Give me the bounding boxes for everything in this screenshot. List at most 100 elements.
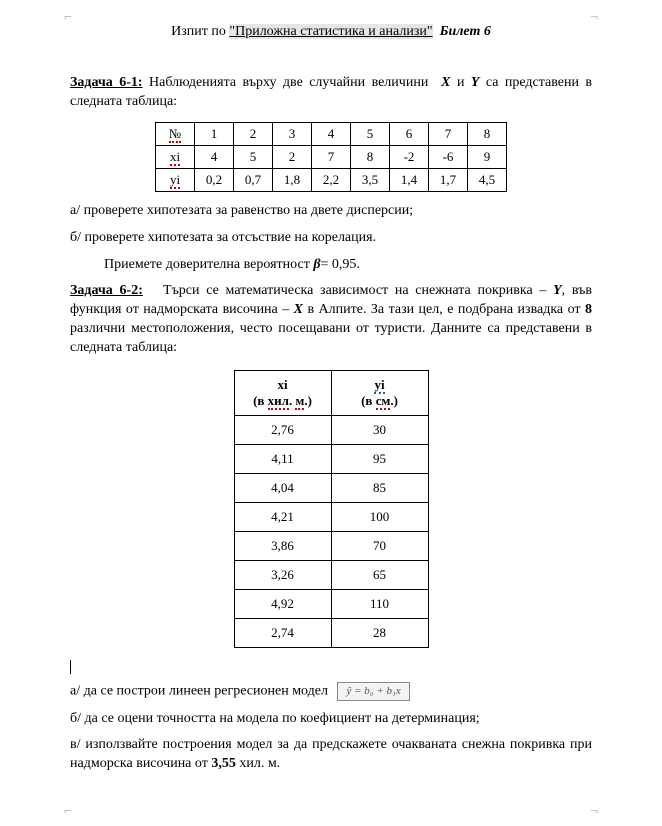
table-cell: 1,8 (273, 168, 312, 191)
table-cell: 2 (273, 145, 312, 168)
task2-X: X (294, 302, 303, 317)
table-cell: 3 (273, 122, 312, 145)
task1-b: б/ проверете хипотезата за отсъствие на … (70, 229, 592, 248)
crop-mark-bottom-left: ⌐ (64, 804, 72, 820)
table-row: yi 0,2 0,7 1,8 2,2 3,5 1,4 1,7 4,5 (156, 168, 507, 191)
task2-text1: Търси се математическа зависимост на сне… (163, 283, 553, 298)
task1-text1: Наблюденията върху две случайни величини (149, 75, 435, 90)
crop-mark-top-right: ¬ (590, 10, 598, 26)
task2-text3: в Алпите. За тази цел, е подбрана извадк… (303, 302, 585, 317)
table-cell: 1 (195, 122, 234, 145)
task2-label: Задача 6-2: (70, 283, 143, 298)
table-cell: 6 (390, 122, 429, 145)
table-cell: 8 (468, 122, 507, 145)
table-cell: 70 (331, 532, 428, 561)
task2-c: в/ използвайте построения модел за да пр… (70, 736, 592, 774)
table-row: 2,7630 (234, 416, 428, 445)
text-cursor (70, 660, 592, 674)
task2-c-after: хил. м. (236, 756, 280, 771)
task1-confidence: Приемете доверителна вероятност β= 0,95. (104, 256, 592, 275)
task2-c-value: 3,55 (211, 756, 236, 771)
table-cell: 30 (331, 416, 428, 445)
table-row: 4,1195 (234, 445, 428, 474)
table-cell: 9 (468, 145, 507, 168)
table-cell: -6 (429, 145, 468, 168)
crop-mark-bottom-right: ¬ (590, 804, 598, 820)
table-cell: 100 (331, 503, 428, 532)
table-cell: 2,74 (234, 619, 331, 648)
task1-table: № 1 2 3 4 5 6 7 8 xi 4 5 2 7 8 -2 -6 9 y… (155, 122, 507, 192)
table-cell: 2,2 (312, 168, 351, 191)
table-cell: 3,5 (351, 168, 390, 191)
confidence-text-after: = 0,95. (320, 257, 359, 272)
table-row: xi (в хил. м.) yi (в см.) (234, 371, 428, 416)
task2-text4: различни местоположения, често посещаван… (70, 321, 592, 355)
table-row: № 1 2 3 4 5 6 7 8 (156, 122, 507, 145)
x-unit-r: .) (304, 393, 312, 408)
table-cell: 110 (331, 590, 428, 619)
header-prefix: Изпит по (171, 24, 229, 39)
y-unit-word: см (376, 393, 391, 410)
table-row: xi 4 5 2 7 8 -2 -6 9 (156, 145, 507, 168)
y-unit-l: (в (361, 393, 376, 408)
cell-text: № (169, 126, 181, 143)
table-header-cell: № (156, 122, 195, 145)
table-cell: 4,11 (234, 445, 331, 474)
table-cell: 65 (331, 561, 428, 590)
table-cell: 3,86 (234, 532, 331, 561)
x-unit-l: (в (253, 393, 268, 408)
task1-label: Задача 6-1: (70, 75, 143, 90)
table-cell: 4 (195, 145, 234, 168)
table-cell: 4,04 (234, 474, 331, 503)
table-cell: 0,7 (234, 168, 273, 191)
confidence-text-before: Приемете доверителна вероятност (104, 257, 313, 272)
task2-statement: Задача 6-2: Търси се математическа завис… (70, 282, 592, 358)
table-cell: 4 (312, 122, 351, 145)
table-cell: 4,5 (468, 168, 507, 191)
task1-X: X (441, 75, 450, 90)
table-row: 4,92110 (234, 590, 428, 619)
table-row: 3,2665 (234, 561, 428, 590)
x-unit-m: м (295, 393, 304, 410)
table-header-cell: xi (в хил. м.) (234, 371, 331, 416)
task1-a: а/ проверете хипотезата за равенство на … (70, 202, 592, 221)
table-cell: 2,76 (234, 416, 331, 445)
table-cell: 95 (331, 445, 428, 474)
table-cell: 1,7 (429, 168, 468, 191)
table-cell: 5 (234, 145, 273, 168)
table-cell: 4,21 (234, 503, 331, 532)
table-cell: 3,26 (234, 561, 331, 590)
table-cell: 4,92 (234, 590, 331, 619)
cell-text: yi (170, 172, 180, 189)
task2-table: xi (в хил. м.) yi (в см.) 2,7630 4,1195 … (234, 370, 429, 648)
x-unit-word: хил (268, 393, 289, 410)
table-cell: -2 (390, 145, 429, 168)
task2-Y: Y (553, 283, 562, 298)
table-cell: 5 (351, 122, 390, 145)
x-var: xi (277, 377, 287, 392)
cell-text: xi (170, 149, 180, 166)
table-header-cell: xi (156, 145, 195, 168)
table-row: 4,21100 (234, 503, 428, 532)
table-cell: 7 (429, 122, 468, 145)
page-header: Изпит по "Приложна статистика и анализи"… (70, 24, 592, 40)
document-page: ⌐ ¬ ⌐ ¬ Изпит по "Приложна статистика и … (0, 0, 662, 826)
table-cell: 7 (312, 145, 351, 168)
header-subject: "Приложна статистика и анализи" (229, 24, 432, 39)
task2-c-before: в/ използвайте построения модел за да пр… (70, 737, 592, 771)
table-cell: 85 (331, 474, 428, 503)
y-unit-r: .) (390, 393, 398, 408)
crop-mark-top-left: ⌐ (64, 10, 72, 26)
task1-statement: Задача 6-1: Наблюденията върху две случа… (70, 74, 592, 112)
table-row: 2,7428 (234, 619, 428, 648)
task2-a-text: а/ да се построи линеен регресионен моде… (70, 684, 328, 699)
header-ticket: Билет 6 (440, 24, 491, 39)
regression-formula: ŷ = b₀ + b₁x (337, 682, 409, 701)
task2-b: б/ да се оцени точността на модела по ко… (70, 710, 592, 729)
table-cell: 2 (234, 122, 273, 145)
table-row: 4,0485 (234, 474, 428, 503)
task2-a: а/ да се построи линеен регресионен моде… (70, 682, 592, 702)
y-var: yi (374, 377, 384, 394)
task1-and: и (451, 75, 471, 90)
table-cell: 28 (331, 619, 428, 648)
